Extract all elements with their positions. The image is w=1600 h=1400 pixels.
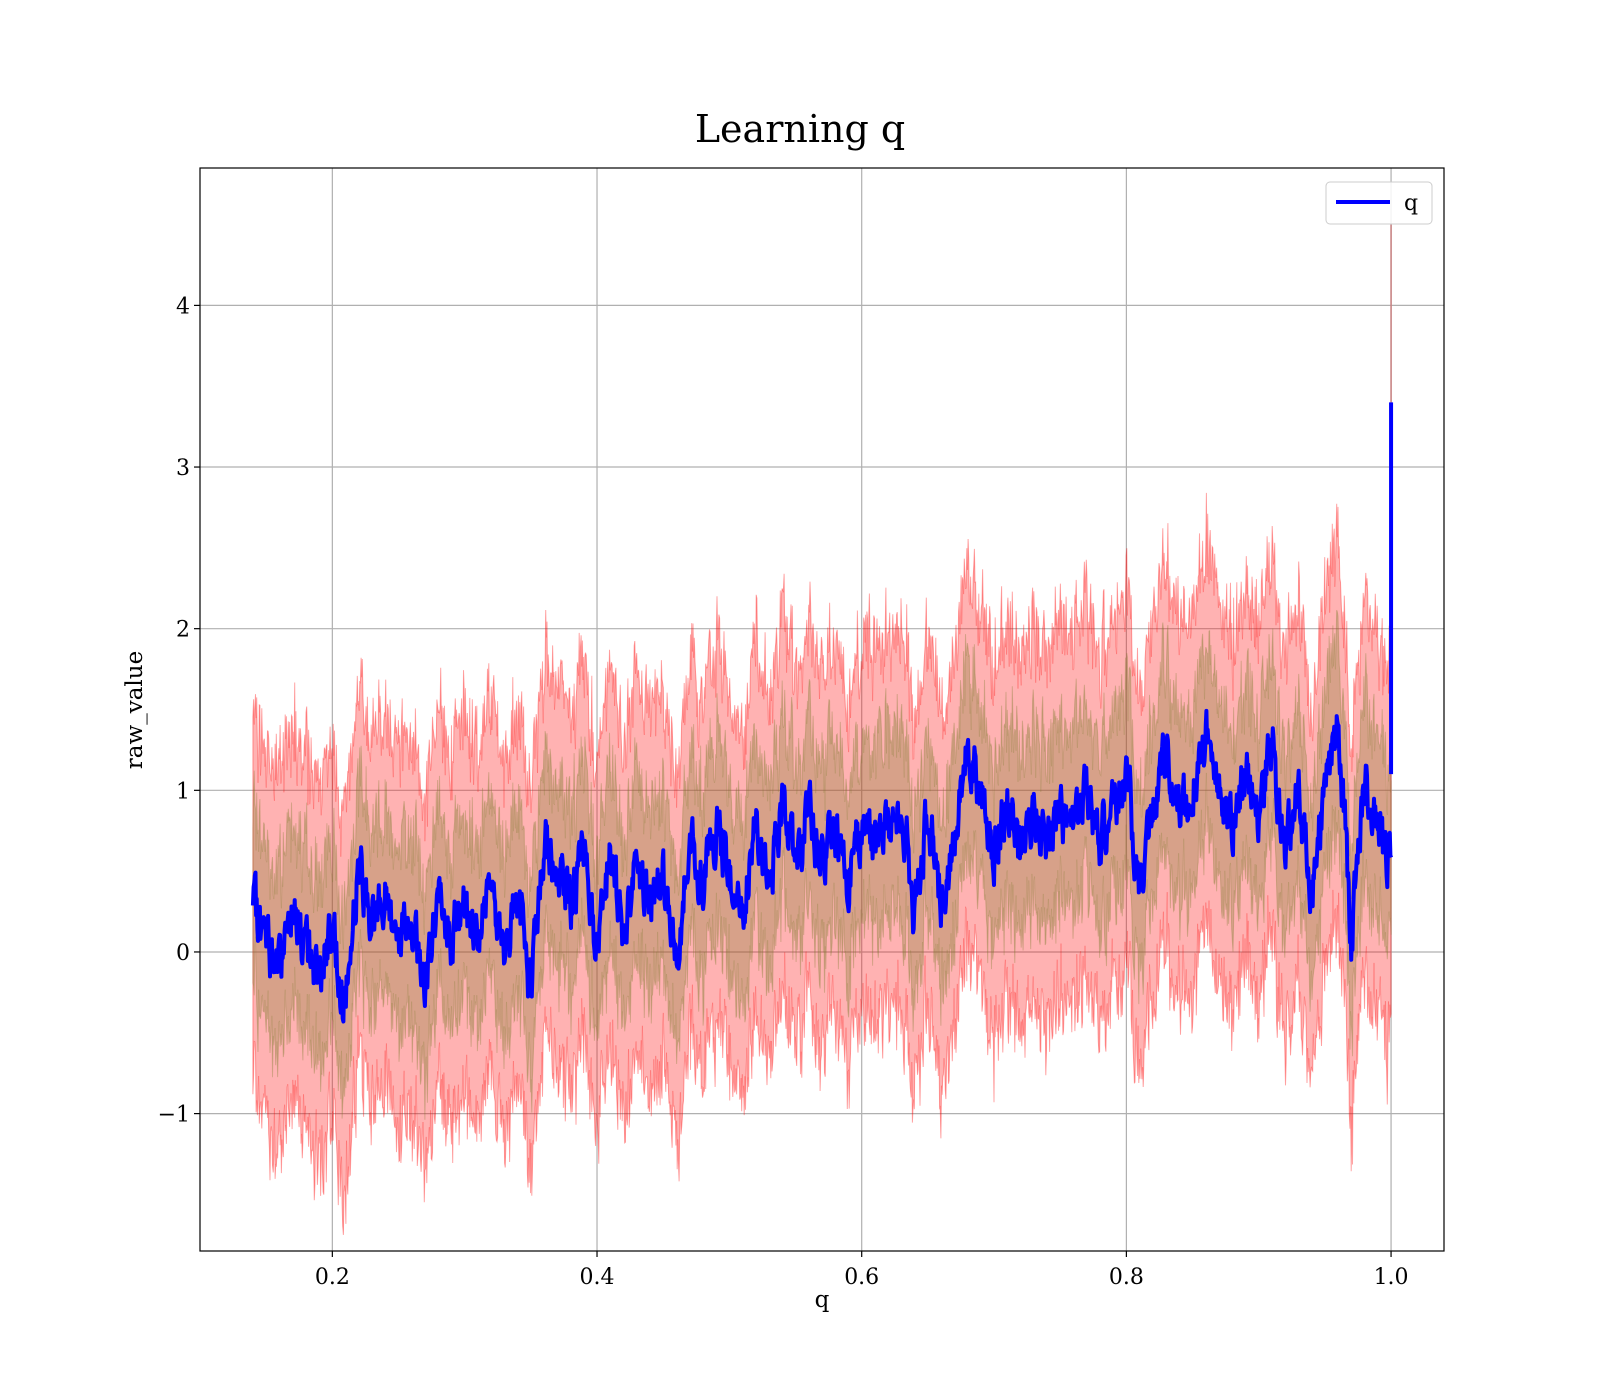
y-tick-label: 1 <box>176 779 190 804</box>
y-tick-label: 0 <box>176 941 190 966</box>
y-axis-title: raw_value <box>122 651 148 769</box>
legend-label-q: q <box>1404 191 1418 216</box>
plot-area-frame <box>199 167 1445 1252</box>
x-tick-label: 0.6 <box>844 1265 879 1290</box>
x-axis-title: q <box>815 1287 830 1313</box>
y-axis-ticks: −1 0 1 2 3 4 <box>158 294 200 1128</box>
series-layer <box>250 402 1394 1024</box>
x-tick-label: 0.8 <box>1109 1265 1144 1290</box>
x-axis-ticks: 0.2 0.4 0.6 0.8 1.0 <box>315 1251 1409 1290</box>
y-tick-label: 2 <box>176 618 190 643</box>
y-tick-label: 4 <box>176 294 190 319</box>
chart-title: Learning q <box>695 107 905 151</box>
confidence-bands <box>252 224 1392 1235</box>
x-tick-label: 0.4 <box>580 1265 615 1290</box>
x-tick-label: 1.0 <box>1374 1265 1409 1290</box>
x-tick-label: 0.2 <box>315 1265 350 1290</box>
y-tick-label: 3 <box>176 456 190 481</box>
series-line-q <box>250 708 1394 1024</box>
legend: q <box>1325 181 1433 225</box>
y-tick-label: −1 <box>158 1103 190 1128</box>
